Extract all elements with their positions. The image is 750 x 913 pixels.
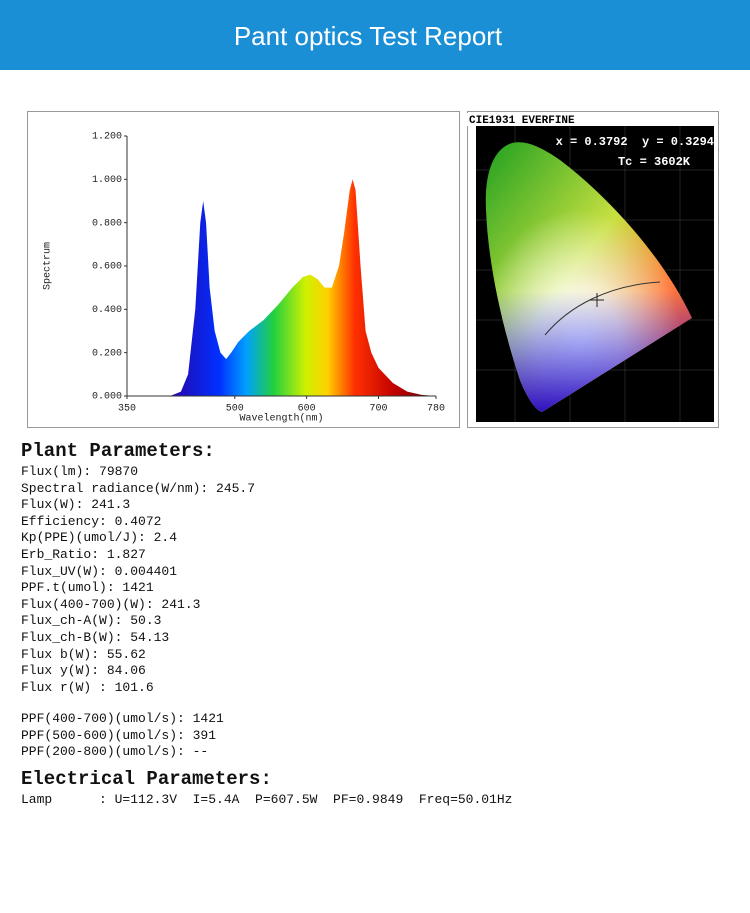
spectrum-chart: 0.000 0.200 0.400 0.600 0.800 1.000 1.200 350 50… — [43, 132, 445, 425]
x-axis-label: Wavelength(nm) — [239, 413, 323, 425]
cie-title: CIE1931 EVERFINE — [469, 115, 575, 127]
y-tick-label: 0.000 — [92, 392, 122, 403]
y-tick-label: 1.200 — [92, 132, 122, 143]
text-line: PPF(500-600)(umol/s): 391 — [21, 727, 217, 743]
section-title: Plant Parameters: — [21, 440, 215, 462]
cie-cct: Tc = 3602K — [618, 155, 691, 169]
text-line: Efficiency: 0.4072 — [21, 513, 162, 529]
text-line: Flux r(W) : 101.6 — [21, 679, 154, 695]
section-title: Electrical Parameters: — [21, 768, 272, 790]
text-line: Lamp : U=112.3V I=5.4A P=607.5W PF=0.984… — [21, 792, 513, 807]
text-line: Flux(400-700)(W): 241.3 — [21, 596, 201, 612]
spectrum-area — [170, 179, 436, 396]
text-line: Flux b(W): 55.62 — [21, 646, 146, 662]
text-line: PPF(200-800)(umol/s): -- — [21, 744, 209, 760]
cie-title-bg — [467, 113, 602, 126]
y-tick-label: 0.200 — [92, 348, 122, 359]
y-tick-label: 0.800 — [92, 218, 122, 229]
text-line: Erb_Ratio: 1.827 — [21, 547, 146, 562]
header-title: Pant optics Test Report — [234, 21, 503, 51]
text-line: Flux(W): 241.3 — [21, 497, 131, 513]
x-tick-label: 350 — [118, 404, 136, 415]
x-tick-label: 780 — [427, 404, 445, 415]
x-tick-label: 600 — [298, 404, 316, 415]
text-line: PPF.t(umol): 1421 — [21, 580, 154, 596]
x-tick-label: 700 — [370, 404, 388, 415]
y-tick-label: 1.000 — [92, 175, 122, 186]
text-line: Flux_ch-B(W): 54.13 — [21, 630, 170, 645]
text-line: Kp(PPE)(umol/J): 2.4 — [21, 530, 178, 546]
cie-horseshoe — [485, 142, 692, 412]
x-tick-label: 500 — [226, 404, 244, 415]
cie-coords: x = 0.3792 y = 0.3294 — [556, 135, 714, 149]
text-line: Flux(lm): 79870 — [21, 464, 139, 479]
text-line: Flux y(W): 84.06 — [21, 663, 146, 679]
header-bar — [0, 0, 750, 70]
y-axis-label: Spectrum — [43, 242, 54, 290]
y-tick-label: 0.600 — [92, 262, 122, 273]
text-line: PPF(400-700)(umol/s): 1421 — [21, 711, 224, 726]
y-tick-label: 0.400 — [92, 305, 122, 316]
text-line: Spectral radiance(W/nm): 245.7 — [21, 480, 256, 496]
text-line: Flux_ch-A(W): 50.3 — [21, 613, 162, 629]
text-line: Flux_UV(W): 0.004401 — [21, 563, 178, 579]
